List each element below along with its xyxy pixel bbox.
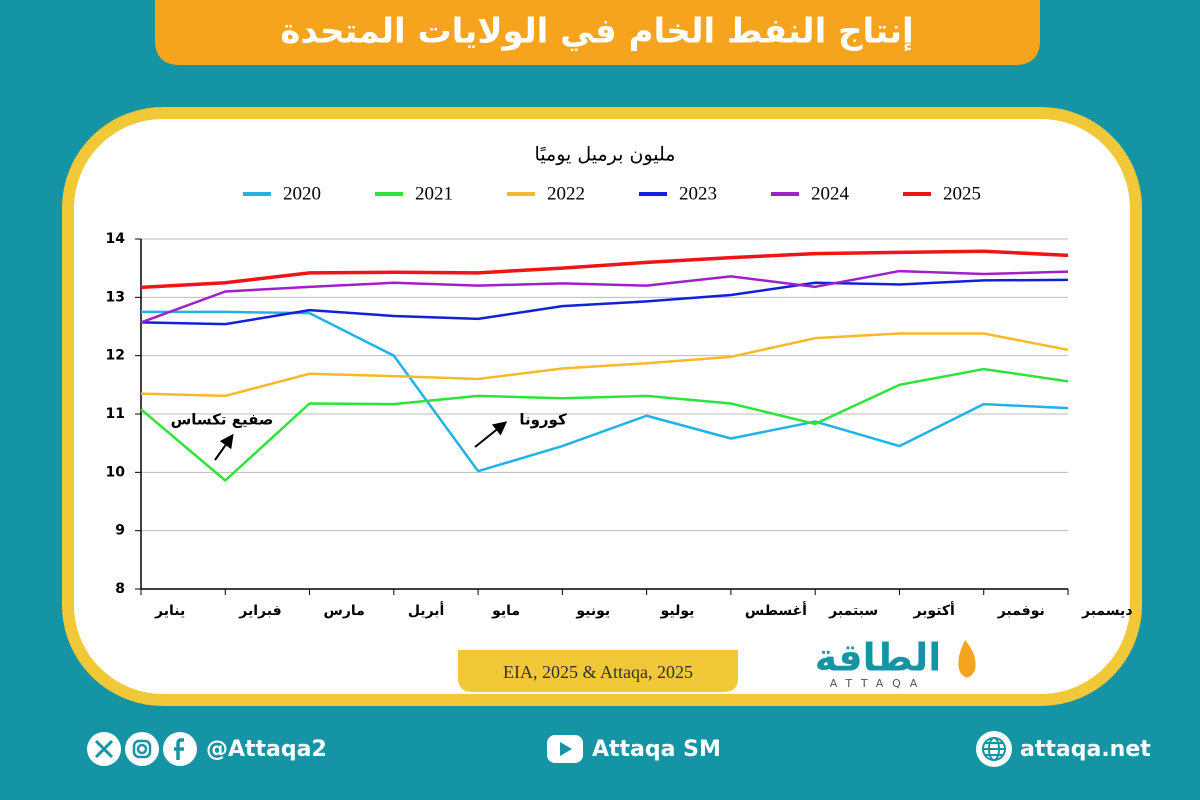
globe-glyph [982,737,1006,761]
series-line [140,332,1069,398]
y-axis-label: مليون برميل يوميًا [535,144,676,166]
y-tick-label: 12 [106,348,125,364]
y-tick-label: 13 [106,289,125,305]
x-tick-label: نوفمبر [997,603,1045,619]
y-tick-label: 10 [106,464,126,480]
y-tick-label: 8 [115,581,125,597]
legend-label: 2020 [283,183,321,204]
x-tick-label: مارس [324,603,365,619]
y-tick-label: 11 [106,406,125,422]
series-line [140,249,1069,290]
legend-label: 2021 [415,183,453,204]
y-tick-label: 9 [115,523,125,539]
y-tick-label: 14 [106,231,126,247]
logo-drop [958,640,976,678]
card [62,107,1142,706]
website: attaqa.net [1020,737,1151,762]
instagram-lens [136,743,148,755]
logo-latin: ATTAQA [830,677,927,690]
x-tick-label: ديسمبر [1081,603,1133,619]
social-handle: @Attaqa2 [206,737,327,762]
x-glyph [94,739,114,759]
legend-label: 2023 [679,183,717,204]
facebook-glyph [174,738,184,760]
x-tick-label: يونيو [575,603,610,619]
annotation-arrow [214,433,234,461]
title: إنتاج النفط الخام في الولايات المتحدة [280,12,913,52]
plot: 8 9 10 11 12 13 14 يناير فبراير مارس أبريل مايو يوني… [106,183,1133,619]
x-tick-label: أكتوبر [912,601,954,619]
source: EIA, 2025 & Attaqa, 2025 [503,662,693,682]
x-tick-label: أبريل [408,601,445,619]
legend-label: 2025 [943,183,981,204]
x-tick-label: فبراير [238,603,281,619]
series-line [140,269,1069,324]
series-line [140,367,1069,482]
youtube-handle: Attaqa SM [592,737,721,762]
x-tick-label: يناير [154,603,185,619]
x-tick-label: يوليو [660,603,695,619]
social-icons [87,732,197,766]
source-pill [458,650,738,692]
instagram-icon [125,732,159,766]
youtube-glyph [560,742,572,756]
annotation: صفيع تكساس [171,411,274,429]
legend-label: 2024 [811,183,850,204]
x-tick-label: سبتمبر [828,603,878,619]
logo-arabic: الطاقة [815,636,942,680]
legend-label: 2022 [547,183,585,204]
annotation: كورونا [519,411,567,429]
x-tick-label: أغسطس [745,601,807,619]
instagram-glyph [132,739,152,759]
series-line [140,278,1069,326]
annotation-arrow [474,421,508,448]
title-banner [155,0,1040,65]
x-tick-label: مايو [491,603,520,619]
